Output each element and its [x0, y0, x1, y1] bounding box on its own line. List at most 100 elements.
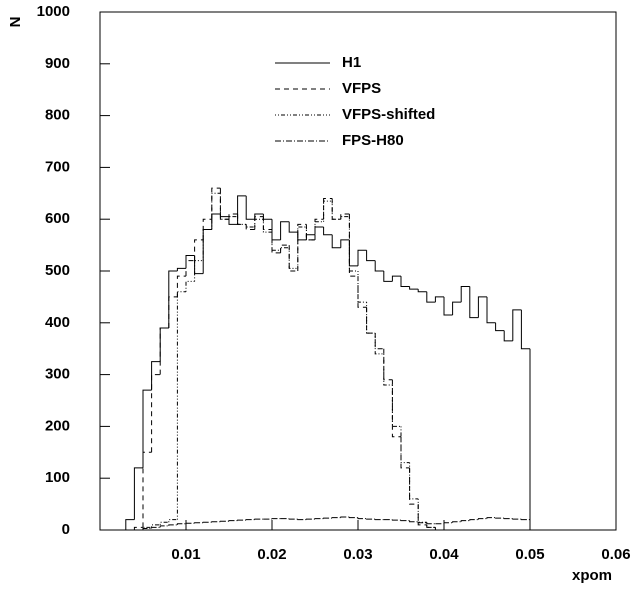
histogram-step [159, 327, 169, 375]
histogram-step [340, 239, 350, 248]
histogram-step [409, 520, 419, 523]
legend-label: FPS-H80 [342, 132, 404, 149]
histogram-step [211, 521, 221, 523]
histogram-step [254, 518, 264, 520]
histogram-step [434, 296, 444, 303]
histogram-step [460, 286, 470, 303]
histogram-step [314, 518, 324, 520]
histogram-step [202, 229, 212, 274]
x-tick-label: 0.02 [257, 546, 286, 563]
x-tick-label: 0.04 [429, 546, 459, 563]
histogram-step [323, 517, 333, 519]
histogram-step [383, 353, 393, 386]
histogram-step [228, 216, 238, 220]
histogram-step [357, 249, 367, 266]
histogram-step [219, 193, 229, 220]
histogram-step [374, 260, 384, 272]
y-tick-label: 400 [45, 314, 70, 331]
histogram-step [288, 245, 298, 272]
histogram-step [314, 226, 324, 235]
histogram-step [202, 521, 212, 523]
legend-label: H1 [342, 54, 361, 71]
histogram-step [314, 221, 324, 240]
histogram-step [374, 519, 384, 521]
histogram-step [133, 526, 143, 530]
histogram-step [452, 301, 462, 316]
histogram-step [434, 527, 444, 531]
histogram-step [219, 214, 229, 218]
histogram-step [245, 224, 255, 231]
histogram-step [348, 214, 358, 277]
histogram-step [151, 374, 161, 453]
histogram-step [194, 239, 204, 261]
histogram-step [400, 276, 410, 288]
histogram-step [495, 517, 505, 519]
histogram-step [245, 224, 255, 228]
histogram-step [185, 254, 195, 269]
histogram-step [409, 462, 419, 500]
histogram-step [323, 197, 333, 220]
histogram-step [280, 247, 290, 251]
histogram-step [391, 379, 401, 438]
y-tick-label: 0 [62, 521, 70, 538]
y-axis-label: N [7, 17, 24, 28]
histogram-step [426, 291, 436, 303]
histogram-step [357, 276, 367, 308]
legend-label: VFPS-shifted [342, 106, 435, 123]
histogram-step [219, 520, 229, 522]
histogram-step [417, 289, 427, 293]
x-tick-label: 0.03 [343, 546, 372, 563]
histogram-step [168, 270, 178, 328]
histogram-step [159, 525, 169, 528]
histogram-step [194, 522, 204, 524]
histogram-step [185, 260, 195, 277]
histogram-step [486, 517, 496, 519]
histogram-step [400, 436, 410, 469]
histogram-step [133, 467, 143, 520]
histogram-step [176, 523, 186, 525]
histogram-step [288, 518, 298, 520]
histogram-step [366, 518, 376, 520]
histogram-step [495, 322, 505, 332]
histogram-step [142, 389, 152, 468]
histogram-step [185, 280, 195, 292]
histogram-step [202, 229, 212, 261]
histogram-step [331, 201, 341, 220]
histogram-step [262, 216, 272, 231]
histogram-step [194, 255, 204, 275]
histogram-step [452, 521, 462, 523]
histogram-step [340, 516, 350, 518]
x-tick-label: 0.05 [515, 546, 544, 563]
histogram-step [237, 195, 247, 225]
histogram-step [271, 219, 281, 241]
histogram-step [176, 291, 186, 520]
histogram-step [417, 504, 427, 526]
histogram-step [520, 309, 530, 350]
y-tick-label: 600 [45, 210, 70, 227]
histogram-step [409, 467, 419, 505]
histogram-step [297, 223, 307, 271]
histogram-step [271, 232, 281, 251]
histogram-step [503, 518, 513, 520]
histogram-step [357, 271, 367, 303]
histogram-step [305, 226, 315, 241]
histogram-step [305, 224, 315, 241]
histogram-step [391, 519, 401, 521]
histogram-step [254, 218, 264, 227]
histogram-step [168, 296, 178, 328]
histogram-step [280, 221, 290, 240]
histogram-step [366, 307, 376, 334]
histogram-step [486, 296, 496, 324]
histogram-step [503, 330, 513, 342]
legend-label: VFPS [342, 80, 381, 97]
histogram-step [374, 333, 384, 350]
x-axis-label: xpom [572, 567, 612, 584]
histogram-step [185, 522, 195, 524]
histogram-step [297, 519, 307, 521]
x-tick-label: 0.06 [601, 546, 630, 563]
histogram-step [323, 226, 333, 236]
histogram-step [374, 333, 384, 355]
histogram-step [323, 200, 333, 222]
histogram-step [288, 247, 298, 269]
histogram-step [383, 348, 393, 381]
